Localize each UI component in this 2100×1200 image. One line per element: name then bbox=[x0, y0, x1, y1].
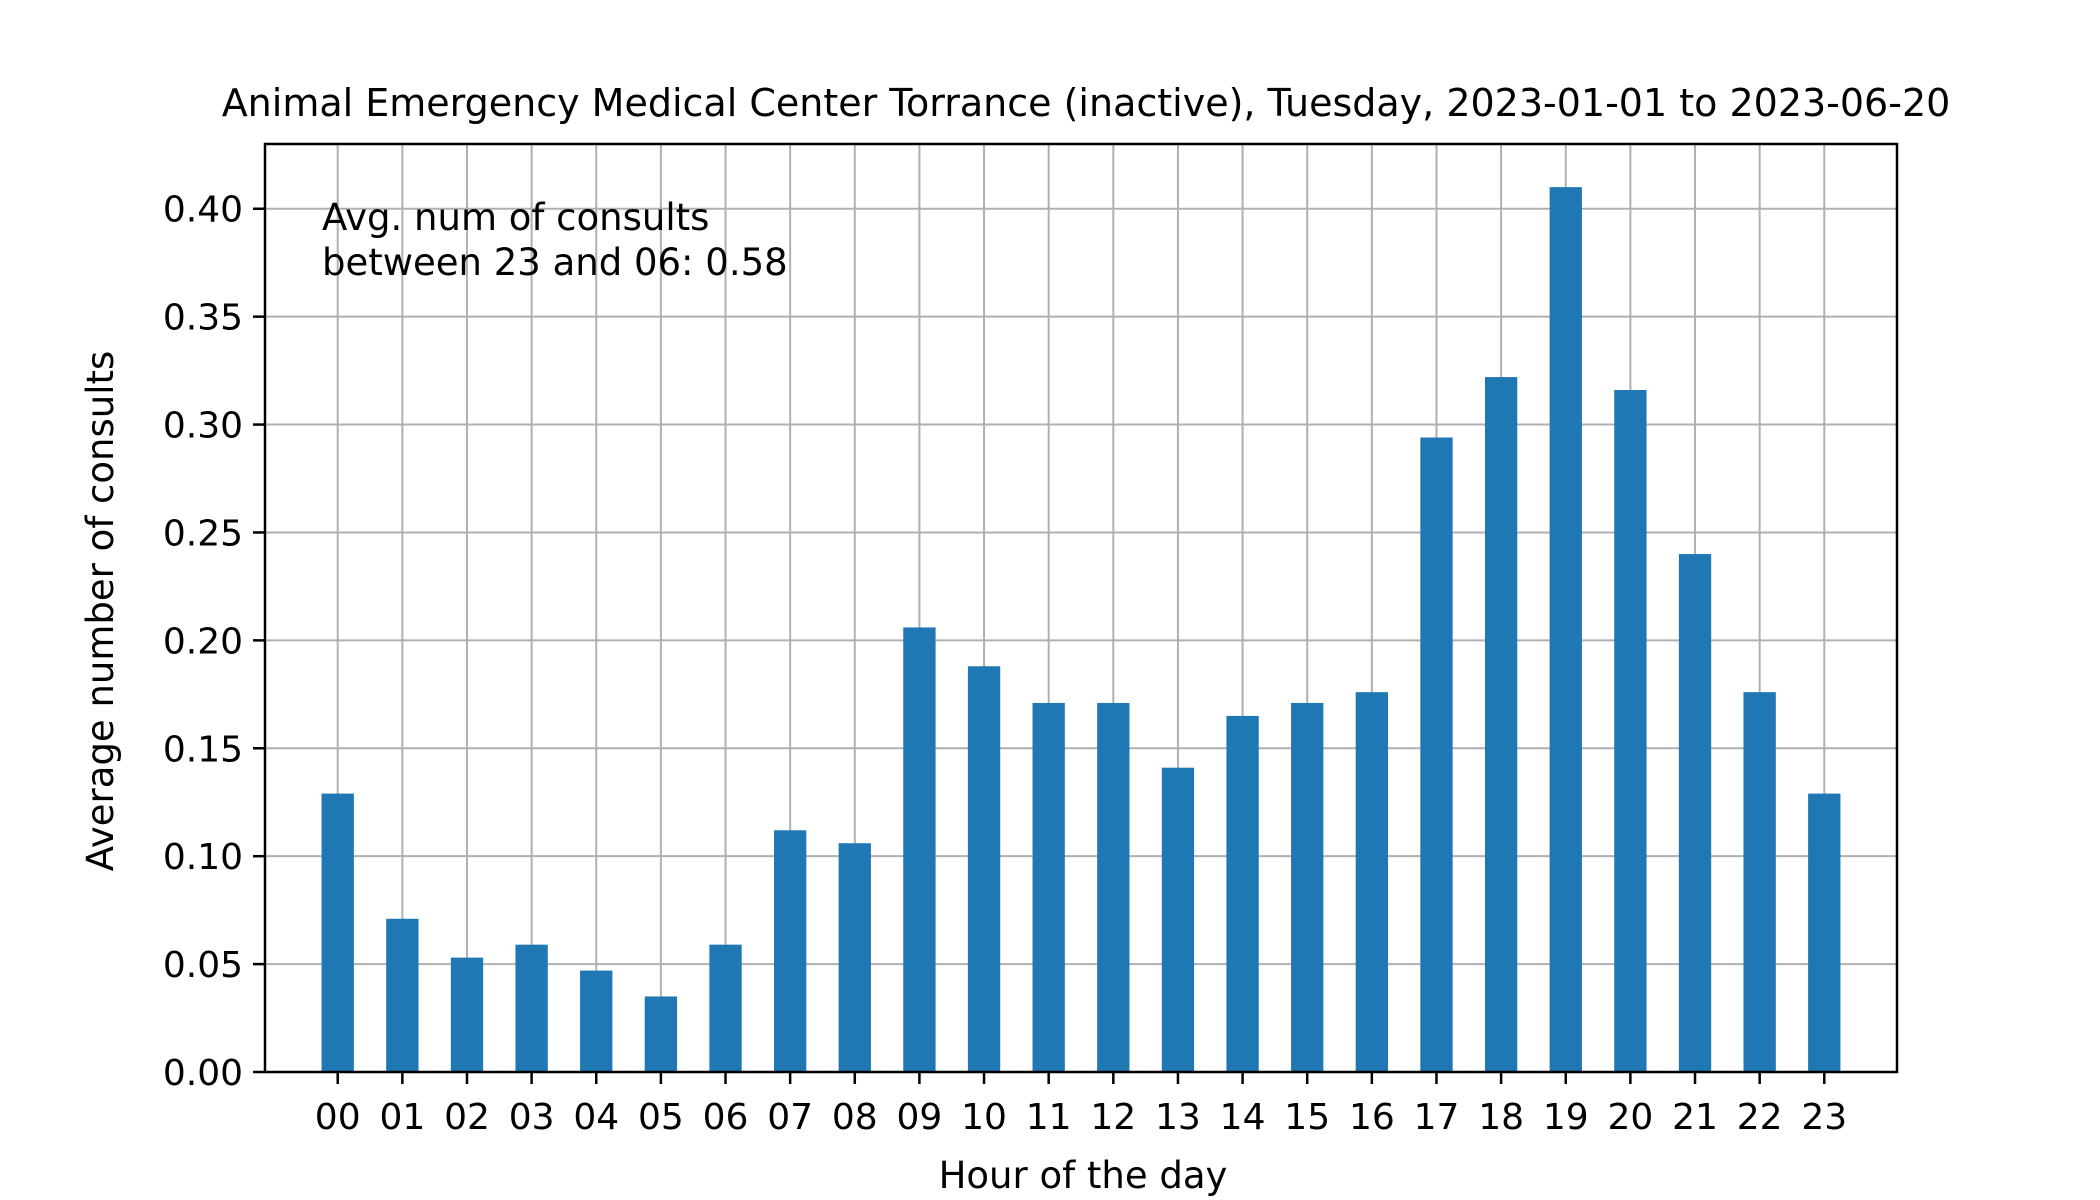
x-tick-label: 12 bbox=[1090, 1097, 1136, 1138]
chart-title: Animal Emergency Medical Center Torrance… bbox=[222, 81, 1951, 125]
x-tick-label: 17 bbox=[1414, 1097, 1460, 1138]
y-tick-label: 0.05 bbox=[163, 945, 243, 986]
annotation-line-2: between 23 and 06: 0.58 bbox=[322, 241, 788, 284]
y-axis: 0.00 0.05 0.10 0.15 0.20 0.25 0.30 0.35 0.40 bbox=[163, 190, 265, 1094]
bar-18 bbox=[1484, 377, 1518, 1072]
x-tick-label: 19 bbox=[1543, 1097, 1589, 1138]
x-tick-label: 14 bbox=[1220, 1097, 1266, 1138]
bar-06 bbox=[709, 944, 742, 1072]
bars bbox=[321, 187, 1841, 1073]
bar-19 bbox=[1549, 187, 1582, 1073]
y-tick-label: 0.20 bbox=[163, 621, 243, 662]
x-axis: 00 01 02 03 04 05 06 07 08 09 10 11 12 13 14 15 16 17 18 19… bbox=[315, 1072, 1847, 1138]
x-tick-label: 23 bbox=[1801, 1097, 1847, 1138]
x-tick-label: 11 bbox=[1026, 1097, 1072, 1138]
x-tick-label: 08 bbox=[832, 1097, 878, 1138]
x-tick-label: 21 bbox=[1672, 1097, 1718, 1138]
x-tick-label: 16 bbox=[1349, 1097, 1395, 1138]
bar-01 bbox=[386, 918, 419, 1072]
bar-09 bbox=[903, 627, 936, 1072]
bar-12 bbox=[1097, 702, 1130, 1072]
x-tick-label: 04 bbox=[573, 1097, 619, 1138]
x-tick-label: 05 bbox=[638, 1097, 684, 1138]
bar-23 bbox=[1808, 793, 1841, 1072]
bar-21 bbox=[1678, 554, 1712, 1072]
x-tick-label: 06 bbox=[703, 1097, 749, 1138]
x-tick-label: 18 bbox=[1478, 1097, 1524, 1138]
bar-08 bbox=[838, 843, 871, 1072]
bar-11 bbox=[1032, 702, 1065, 1072]
x-tick-label: 07 bbox=[767, 1097, 813, 1138]
x-axis-label: Hour of the day bbox=[939, 1154, 1228, 1197]
bar-03 bbox=[515, 944, 548, 1072]
y-tick-label: 0.00 bbox=[163, 1053, 243, 1094]
annotation-line-1: Avg. num of consults bbox=[322, 196, 709, 239]
x-tick-label: 03 bbox=[509, 1097, 555, 1138]
bar-07 bbox=[773, 830, 807, 1072]
y-tick-label: 0.15 bbox=[163, 729, 243, 770]
y-axis-label: Average number of consults bbox=[79, 351, 122, 872]
x-tick-label: 01 bbox=[379, 1097, 425, 1138]
x-tick-label: 09 bbox=[897, 1097, 943, 1138]
bar-10 bbox=[967, 666, 1001, 1072]
x-tick-label: 00 bbox=[315, 1097, 361, 1138]
x-tick-label: 15 bbox=[1284, 1097, 1330, 1138]
y-tick-label: 0.40 bbox=[163, 190, 243, 231]
bar-00 bbox=[321, 793, 354, 1072]
y-tick-label: 0.10 bbox=[163, 837, 243, 878]
y-tick-label: 0.25 bbox=[163, 513, 243, 554]
bar-15 bbox=[1291, 702, 1324, 1072]
y-tick-label: 0.35 bbox=[163, 298, 243, 339]
x-tick-label: 10 bbox=[961, 1097, 1007, 1138]
x-tick-label: 02 bbox=[444, 1097, 490, 1138]
plot-frame bbox=[263, 142, 1899, 1074]
bar-13 bbox=[1161, 767, 1195, 1072]
bar-04 bbox=[580, 970, 613, 1072]
x-tick-label: 22 bbox=[1737, 1097, 1783, 1138]
bar-02 bbox=[450, 957, 484, 1072]
x-tick-label: 13 bbox=[1155, 1097, 1201, 1138]
bar-17 bbox=[1420, 437, 1453, 1073]
bar-14 bbox=[1226, 715, 1259, 1072]
bar-05 bbox=[644, 996, 678, 1072]
bar-22 bbox=[1743, 692, 1776, 1072]
bar-20 bbox=[1614, 390, 1647, 1072]
y-tick-label: 0.30 bbox=[163, 406, 243, 447]
bar-16 bbox=[1355, 692, 1389, 1072]
x-tick-label: 20 bbox=[1607, 1097, 1653, 1138]
